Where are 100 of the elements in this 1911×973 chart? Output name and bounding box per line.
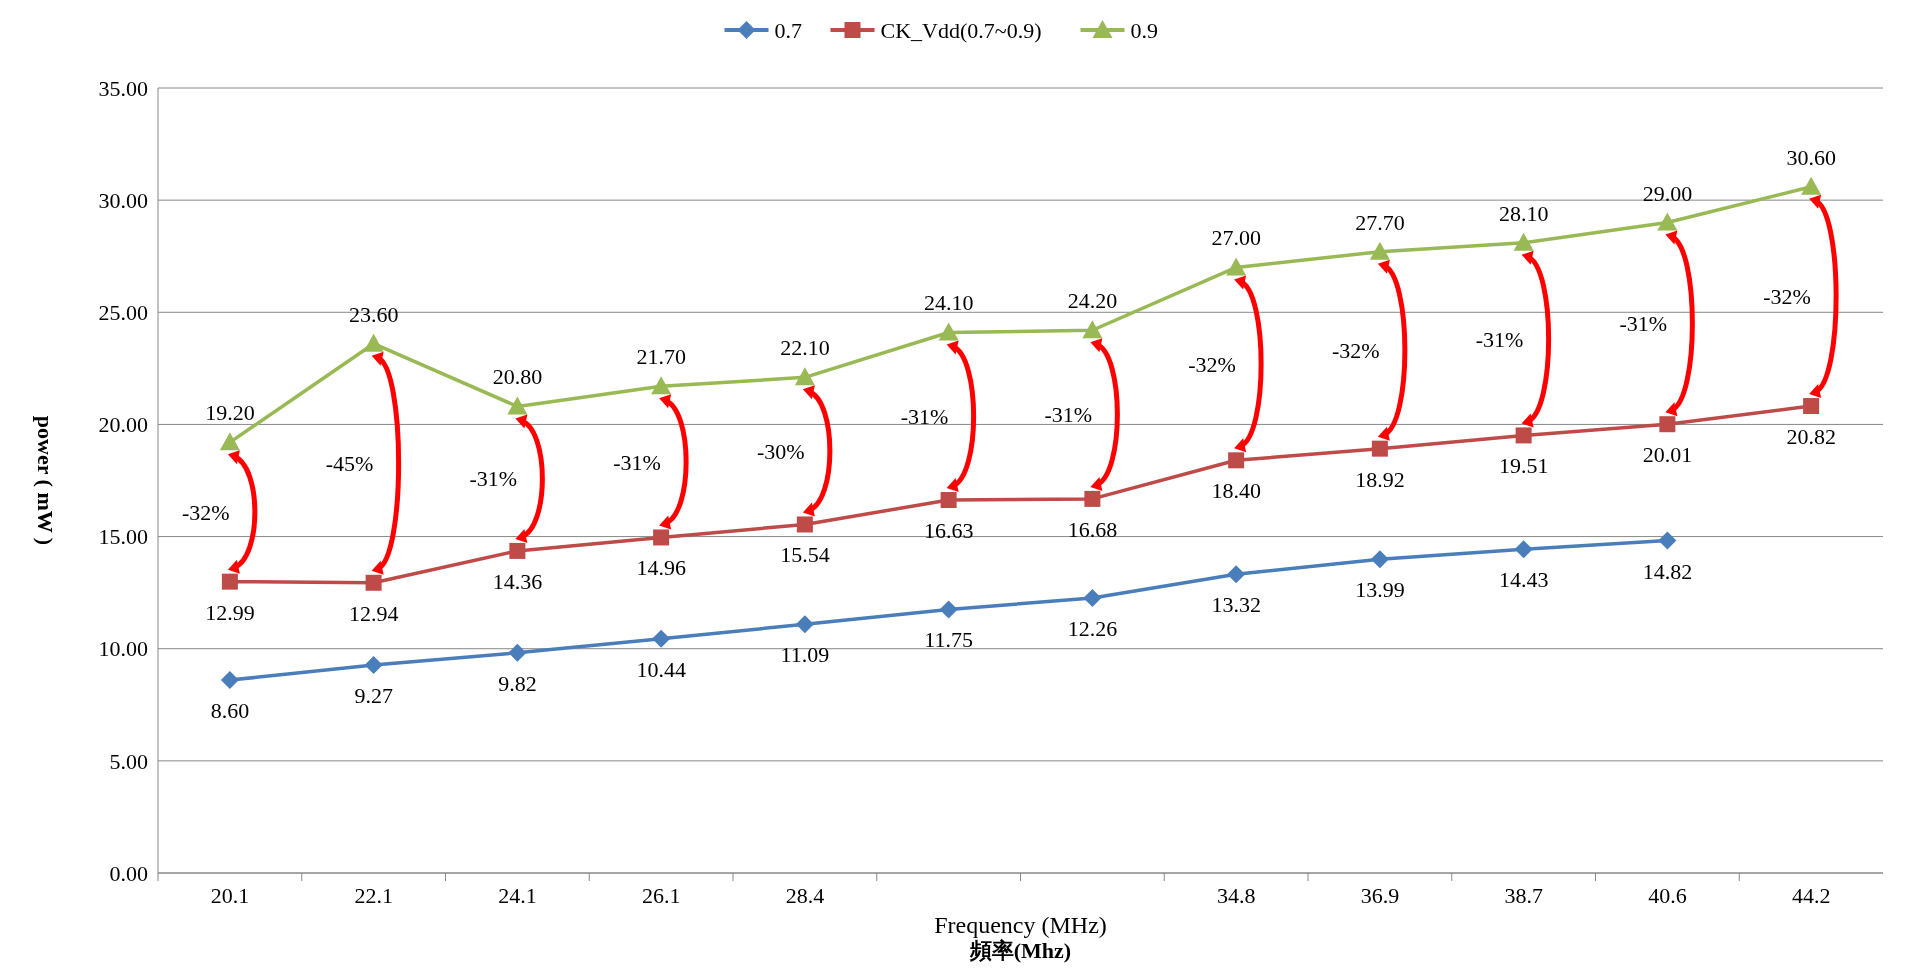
data-label: 29.00 [1642,180,1693,206]
annotation: -31% [900,403,949,429]
data-label: 11.75 [924,627,973,653]
y-axis-title: power ( mW ) [33,415,58,546]
data-label: 30.60 [1786,144,1836,170]
point [1228,452,1245,469]
annotation: -32% [182,499,230,525]
point [938,322,959,341]
point [1226,257,1247,276]
point [1371,440,1388,457]
point [365,574,382,591]
point [1082,320,1103,339]
y-tick-label: 30.00 [98,187,148,213]
x-tick-label: 26.1 [641,883,681,908]
annotation: -31% [613,449,661,475]
y-tick-label: 5.00 [109,748,148,774]
point [795,615,814,634]
data-label: 20.01 [1642,442,1693,468]
data-label: 18.40 [1211,478,1261,504]
x-tick-label: 20.1 [210,883,250,908]
data-label: 15.54 [780,542,830,568]
y-tick-label: 10.00 [98,636,148,662]
point [652,629,671,648]
y-tick-label: 25.00 [98,299,148,325]
x-tick-label: 40.6 [1648,883,1687,908]
data-label: 14.43 [1498,567,1549,593]
x-tick-label: 44.2 [1791,883,1831,908]
data-label: 9.82 [498,670,537,696]
data-label: 19.51 [1498,453,1549,479]
point [796,516,813,533]
point [219,432,240,451]
data-label: 22.10 [780,335,830,361]
data-label: 24.10 [923,290,974,316]
data-label: 13.99 [1355,577,1405,603]
point [1513,232,1534,251]
point [1370,550,1389,569]
data-label: 14.36 [492,568,543,594]
point [1084,490,1101,507]
y-tick-label: 15.00 [98,524,148,550]
point [220,671,239,690]
point [221,573,238,590]
x-tick-label: 34.8 [1216,883,1256,908]
data-label: 21.70 [636,344,686,370]
point [508,643,527,662]
annotation: -31% [1475,326,1524,352]
point [653,529,670,546]
point [1657,212,1678,231]
annotation: -32% [1332,337,1380,363]
data-label: 12.26 [1067,616,1118,642]
legend-label: 0.7 [774,17,802,43]
x-tick-label: 36.9 [1360,883,1400,908]
data-label: 19.20 [205,400,255,426]
data-label: 14.82 [1642,558,1693,584]
data-label: 27.00 [1211,225,1261,251]
point [651,376,672,395]
y-tick-label: 20.00 [98,412,148,438]
x-tick-label: 38.7 [1504,883,1543,908]
point [1083,589,1102,608]
x-tick-label: 22.1 [354,883,393,908]
point [940,492,957,509]
data-label: 24.20 [1067,288,1118,314]
text: Frequency (MHz) [934,912,1107,938]
point [507,396,528,415]
point [1801,176,1822,195]
point [1369,241,1390,260]
annotation: -32% [1188,351,1236,377]
data-label: 20.82 [1786,424,1836,450]
data-label: 20.80 [492,364,543,390]
point [939,600,958,619]
annotation: -30% [757,438,805,464]
data-label: 10.44 [636,656,686,682]
annotation: -31% [1044,402,1093,428]
point [1515,427,1532,444]
point [794,367,815,386]
data-label: 16.63 [923,518,974,544]
point [1514,540,1533,559]
point [1803,398,1820,415]
data-label: 14.96 [636,555,686,581]
data-label: 12.99 [205,599,255,625]
annotation: -32% [1763,284,1811,310]
data-label: 27.70 [1355,209,1405,235]
point [1227,565,1246,584]
legend-label: CK_Vdd(0.7~0.9) [880,17,1042,43]
point [509,542,526,559]
data-label: 12.94 [348,600,399,626]
x-tick-label: 24.1 [498,883,537,908]
y-tick-label: 35.00 [98,75,148,101]
y-tick-label: 0.00 [109,860,148,886]
data-label: 28.10 [1498,200,1549,226]
point [364,656,383,675]
data-label: 23.60 [348,301,399,327]
point [1658,531,1677,550]
data-label: 8.60 [210,698,250,724]
point [363,333,384,352]
data-label: 16.68 [1067,516,1118,542]
annotation: -31% [1619,311,1668,337]
x-tick-label: 28.4 [785,883,825,908]
annotation: -45% [325,450,374,476]
legend-label: 0.9 [1130,17,1158,43]
data-label: 13.32 [1211,592,1261,618]
